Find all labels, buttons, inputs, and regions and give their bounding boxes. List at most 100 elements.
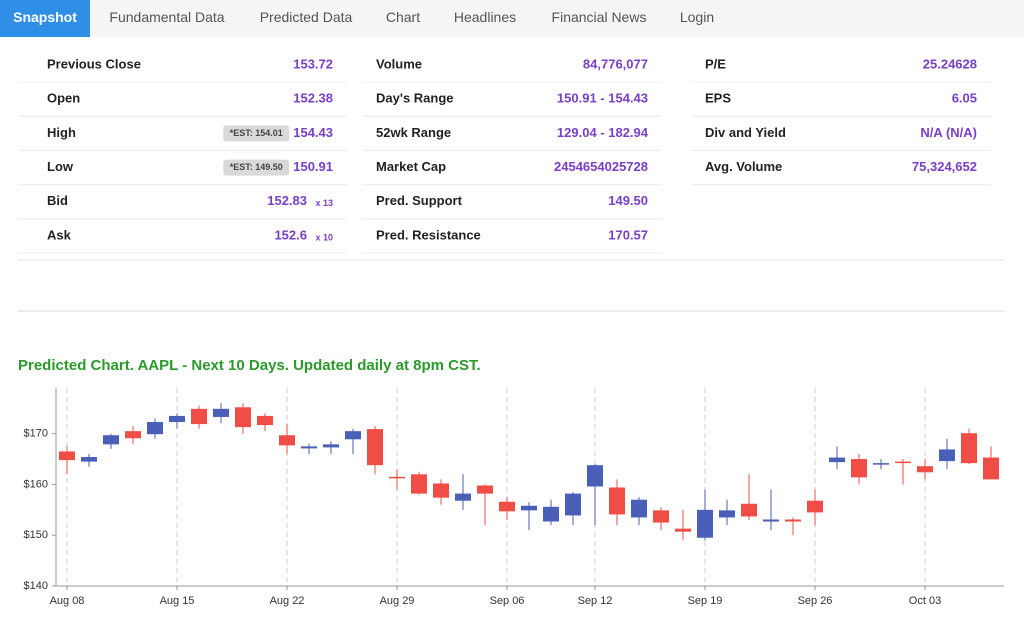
stat-value: 152.83	[267, 193, 307, 208]
stat-label: 52wk Range	[376, 125, 451, 140]
candle-body	[587, 465, 603, 487]
x-tick-label: Sep 26	[798, 595, 833, 607]
stat-value: 150.91	[293, 159, 333, 174]
candle-body	[279, 435, 295, 446]
stat-label: Low	[47, 159, 74, 174]
stat-value: 150.91 - 154.43	[557, 91, 648, 106]
candle-body	[983, 457, 999, 480]
stat-value: 2454654025728	[554, 159, 648, 174]
candle-body	[939, 449, 955, 462]
candle-body	[477, 485, 493, 494]
nav-tab-active	[0, 0, 90, 37]
stat-value: 152.38	[293, 91, 333, 106]
candle-body	[455, 493, 471, 501]
stat-value: 154.43	[293, 125, 333, 140]
candle-body	[785, 519, 801, 522]
candle-body	[917, 466, 933, 473]
stat-value: N/A (N/A)	[920, 125, 977, 140]
x-tick-label: Sep 19	[688, 595, 723, 607]
candle-body	[147, 422, 163, 435]
stat-suffix: x 10	[315, 232, 333, 242]
stat-label: Open	[47, 91, 80, 106]
candle-body	[323, 444, 339, 448]
stat-value: 84,776,077	[583, 56, 648, 71]
nav-tab[interactable]: Snapshot	[13, 9, 77, 25]
nav-tab[interactable]: Predicted Data	[260, 9, 353, 25]
stat-label: Bid	[47, 193, 68, 208]
candle-body	[697, 509, 713, 538]
stat-label: Avg. Volume	[705, 159, 782, 174]
x-tick-label: Sep 06	[490, 595, 525, 607]
y-tick-label: $150	[24, 529, 48, 541]
candle-body	[433, 483, 449, 498]
stat-value: 6.05	[952, 91, 977, 106]
y-tick-label: $140	[24, 580, 48, 592]
candle-body	[389, 476, 405, 479]
candle-body	[235, 407, 251, 428]
est-badge	[223, 125, 290, 142]
stat-suffix: x 13	[315, 198, 333, 208]
candle-body	[301, 446, 317, 449]
candle-body	[213, 408, 229, 417]
x-tick-label: Aug 29	[380, 595, 415, 607]
candle-body	[763, 519, 779, 522]
candle-body	[169, 415, 185, 423]
nav-tab[interactable]: Login	[680, 9, 714, 25]
stat-value: 152.6	[274, 227, 307, 242]
nav-tab[interactable]: Fundamental Data	[109, 9, 224, 25]
stat-value: 75,324,652	[912, 159, 977, 174]
candle-body	[609, 487, 625, 515]
candle-body	[521, 505, 537, 511]
stat-label: P/E	[705, 56, 726, 71]
candle-body	[565, 493, 581, 516]
candle-body	[345, 431, 361, 440]
stat-label: Pred. Resistance	[376, 227, 481, 242]
x-tick-label: Oct 03	[909, 595, 941, 607]
candle-body	[191, 408, 207, 425]
candle-body	[631, 499, 647, 518]
x-tick-label: Aug 22	[270, 595, 305, 607]
candle-body	[103, 435, 119, 445]
est-badge-text: *EST: 149.50	[230, 162, 283, 172]
stat-value: 149.50	[608, 193, 648, 208]
candle-body	[367, 429, 383, 466]
nav-tab[interactable]: Financial News	[552, 9, 647, 25]
candle-body	[851, 459, 867, 478]
candle-body	[411, 474, 427, 494]
candle-body	[81, 457, 97, 462]
stat-label: Pred. Support	[376, 193, 463, 208]
y-tick-label: $170	[24, 428, 48, 440]
nav-tab[interactable]: Chart	[386, 9, 420, 25]
stat-label: High	[47, 125, 76, 140]
candle-body	[499, 501, 515, 512]
x-tick-label: Aug 08	[50, 595, 85, 607]
stat-label: Volume	[376, 56, 422, 71]
candle-body	[895, 461, 911, 464]
x-tick-label: Sep 12	[578, 595, 613, 607]
candle-body	[653, 510, 669, 523]
candle-body	[741, 503, 757, 517]
stat-label: Previous Close	[47, 56, 141, 71]
stat-label: EPS	[705, 91, 731, 106]
candle-body	[59, 451, 75, 461]
stat-value: 129.04 - 182.94	[557, 125, 649, 140]
nav-bar	[0, 0, 1024, 37]
candle-body	[829, 457, 845, 463]
candle-body	[719, 510, 735, 518]
candle-body	[543, 506, 559, 522]
stat-label: Market Cap	[376, 159, 446, 174]
stat-value: 25.24628	[923, 56, 977, 71]
candle-body	[961, 433, 977, 464]
candle-body	[873, 463, 889, 465]
y-tick-label: $160	[24, 478, 48, 490]
stat-label: Day's Range	[376, 91, 454, 106]
candle-body	[257, 415, 273, 426]
stat-label: Div and Yield	[705, 125, 786, 140]
candle-body	[807, 500, 823, 513]
stat-value: 170.57	[608, 227, 648, 242]
nav-tab[interactable]: Headlines	[454, 9, 516, 25]
candle-body	[675, 528, 691, 532]
chart-title: Predicted Chart. AAPL - Next 10 Days. Up…	[18, 357, 481, 374]
est-badge-text: *EST: 154.01	[230, 128, 283, 138]
